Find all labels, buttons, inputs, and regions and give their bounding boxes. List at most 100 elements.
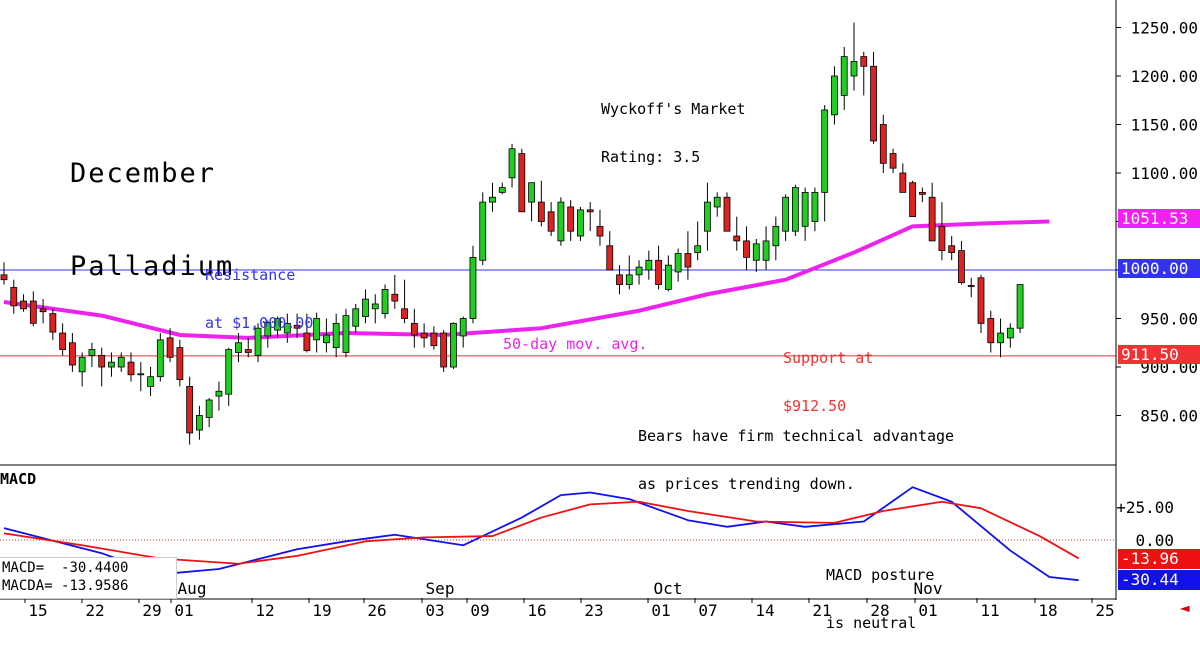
candle-body xyxy=(909,182,917,218)
day-label: 23 xyxy=(584,601,603,620)
candle xyxy=(831,66,838,125)
candle-body xyxy=(215,390,223,397)
candle-body xyxy=(713,196,721,208)
candle-body xyxy=(938,225,946,252)
day-label: 01 xyxy=(651,601,670,620)
candle-body xyxy=(420,332,428,339)
candle xyxy=(264,320,272,348)
candle-body xyxy=(147,376,154,387)
candle-body xyxy=(518,153,526,213)
candle-body xyxy=(977,277,985,324)
candle-body xyxy=(450,322,457,368)
candle xyxy=(420,323,428,348)
candle xyxy=(215,381,223,411)
candle xyxy=(528,182,535,222)
macd-comment-line-2: is neutral xyxy=(826,614,917,632)
candle-body xyxy=(401,308,408,319)
candle-body xyxy=(410,322,418,336)
macd-tick-label: +25.00 xyxy=(1116,498,1174,517)
candle xyxy=(567,200,575,241)
candle xyxy=(518,148,526,213)
candle-body xyxy=(860,56,868,67)
candle xyxy=(391,274,399,309)
candle xyxy=(958,240,965,285)
candle xyxy=(596,209,604,246)
candle xyxy=(577,206,584,241)
candle-body xyxy=(498,187,506,193)
candle xyxy=(323,318,330,353)
candle xyxy=(508,143,516,188)
candle-body xyxy=(49,313,57,333)
candle xyxy=(68,333,76,372)
month-label: Aug xyxy=(178,579,207,598)
candle-body xyxy=(264,321,272,337)
candle xyxy=(332,313,340,358)
candle xyxy=(430,326,438,350)
candle-body xyxy=(889,153,897,169)
candle xyxy=(78,352,86,387)
candle-body xyxy=(694,245,702,253)
candle xyxy=(498,182,506,195)
candle xyxy=(469,245,477,324)
resistance-annotation: Resistance at $1,000.00 xyxy=(205,235,313,347)
palladium-chart: 850.00900.00950.001000.001050.001100.001… xyxy=(0,0,1198,620)
candle-body xyxy=(791,187,799,232)
candle-body xyxy=(840,56,848,96)
candle-body xyxy=(254,327,262,356)
day-label: 01 xyxy=(918,601,937,620)
candle xyxy=(625,255,633,290)
candle xyxy=(870,51,877,144)
market-rating: Wyckoff's Market Rating: 3.5 xyxy=(601,69,746,181)
comment-line-2: as prices trending down. xyxy=(638,475,855,493)
candle xyxy=(840,46,848,110)
candle-body xyxy=(645,259,653,271)
macda-line xyxy=(3,500,1080,565)
price-tick-label: 1250.00 xyxy=(1131,19,1198,38)
candle-body xyxy=(655,259,662,285)
price-panel xyxy=(0,22,1116,445)
day-label: 26 xyxy=(367,601,386,620)
candle-body xyxy=(10,287,18,307)
candle-body xyxy=(0,274,8,281)
candle xyxy=(440,330,448,372)
rating-line-2: Rating: 3.5 xyxy=(601,148,701,166)
day-label: 11 xyxy=(980,601,999,620)
candle xyxy=(928,182,936,242)
candle xyxy=(49,308,57,340)
macd-panel xyxy=(0,486,1116,582)
candle-body xyxy=(547,211,555,232)
day-label: 28 xyxy=(870,601,889,620)
day-label: 25 xyxy=(1095,601,1114,620)
candle-body xyxy=(704,201,711,232)
candle xyxy=(362,289,369,324)
moving-average-line xyxy=(3,219,1050,340)
day-label: 09 xyxy=(470,601,489,620)
candle-body xyxy=(596,225,604,237)
scroll-left-arrow[interactable]: ◄ xyxy=(1180,598,1190,617)
candle xyxy=(664,255,672,292)
macd-tick-label: 0.00 xyxy=(1135,531,1174,550)
candle-body xyxy=(733,235,741,242)
rating-line-1: Wyckoff's Market xyxy=(601,100,746,118)
candle xyxy=(244,337,252,358)
day-label: 19 xyxy=(312,601,331,620)
badge-ma: 1051.53 xyxy=(1118,209,1200,228)
candle xyxy=(127,352,135,382)
candle xyxy=(195,405,203,440)
candle-body xyxy=(20,300,27,310)
price-tick-label: 850.00 xyxy=(1140,407,1198,426)
candle xyxy=(879,114,887,173)
day-label: 21 xyxy=(812,601,831,620)
macd-readout-value: -30.4400 xyxy=(61,560,129,576)
candle xyxy=(752,238,760,272)
candle-body xyxy=(948,245,956,253)
candle xyxy=(860,51,868,96)
candle-body xyxy=(479,201,487,261)
candle-body xyxy=(870,65,877,142)
candle-body xyxy=(186,385,194,434)
badge-resistance: 1000.00 xyxy=(1118,259,1200,278)
candle-body xyxy=(391,293,399,302)
candle xyxy=(283,313,291,343)
candle xyxy=(352,303,360,334)
candle xyxy=(889,148,897,173)
